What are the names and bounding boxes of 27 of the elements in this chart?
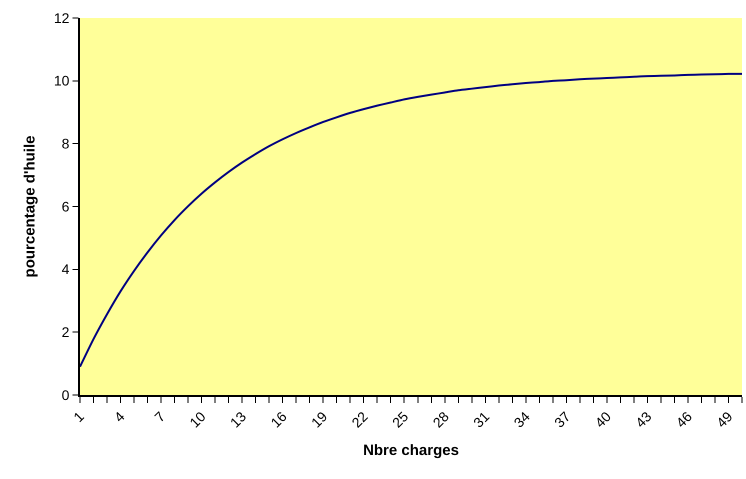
x-tick-label: 37 [551, 408, 574, 431]
y-axis-title: pourcentage d'huile [22, 136, 39, 278]
x-tick-label: 19 [308, 408, 330, 431]
y-tick-label: 4 [62, 261, 70, 278]
x-tick-label: 31 [470, 408, 493, 431]
x-tick-label: 4 [110, 408, 128, 426]
x-tick-label: 49 [713, 408, 736, 431]
y-tick-label: 10 [54, 72, 70, 89]
x-tick-label: 28 [430, 408, 452, 431]
x-tick-label: 7 [151, 408, 168, 426]
x-tick-label: 43 [632, 408, 655, 431]
x-tick-label: 13 [226, 408, 250, 431]
y-tick-label: 2 [62, 324, 70, 340]
x-tick-label: 1 [70, 408, 88, 426]
x-tick-label: 25 [388, 408, 412, 431]
x-tick-label: 10 [186, 408, 209, 431]
x-tick-label: 34 [510, 408, 534, 431]
y-tick-label: 0 [62, 386, 70, 403]
y-tick-label: 12 [54, 10, 70, 26]
y-tick-label: 6 [62, 198, 70, 214]
x-tick-label: 40 [592, 408, 614, 431]
x-axis-title: Nbre charges [363, 442, 459, 460]
x-tick-label: 22 [348, 408, 371, 431]
line-series [80, 72, 742, 368]
x-tick-label: 16 [267, 408, 290, 431]
x-tick-label: 46 [672, 408, 696, 431]
y-tick-label: 8 [62, 136, 70, 152]
